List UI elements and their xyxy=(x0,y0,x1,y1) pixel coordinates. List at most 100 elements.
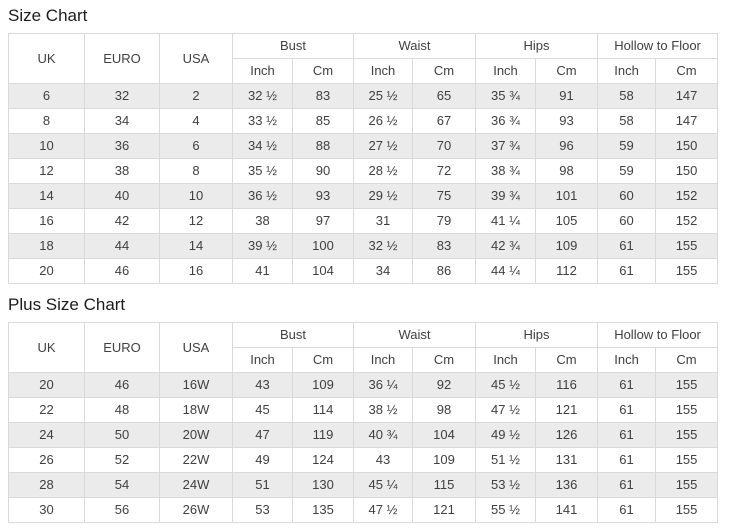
table-cell: 58 xyxy=(597,108,657,134)
col-header-waist-inch: Inch xyxy=(353,58,414,84)
table-cell: 96 xyxy=(535,133,599,159)
table-cell: 49 ½ xyxy=(475,422,537,448)
table-cell: 61 xyxy=(597,497,657,523)
table-cell: 20 xyxy=(8,372,85,398)
table-cell: 16W xyxy=(159,372,233,398)
table-cell: 101 xyxy=(535,183,599,209)
table-cell: 38 xyxy=(84,158,160,184)
size-chart-table: UK EURO USA Bust Waist Hips Hollow to Fl… xyxy=(8,33,719,284)
table-cell: 85 xyxy=(291,108,355,134)
col-header-hips-inch: Inch xyxy=(475,58,537,84)
table-cell: 2 xyxy=(159,83,233,109)
table-cell: 42 xyxy=(84,208,160,234)
table-cell: 98 xyxy=(535,158,599,184)
col-header-hips-inch: Inch xyxy=(475,347,537,373)
col-header-bust-inch: Inch xyxy=(232,58,293,84)
table-cell: 121 xyxy=(412,497,477,523)
table-cell: 8 xyxy=(8,108,85,134)
table-cell: 27 ½ xyxy=(353,133,414,159)
table-cell: 45 ¼ xyxy=(353,472,414,498)
table-cell: 61 xyxy=(597,372,657,398)
table-cell: 38 ¾ xyxy=(475,158,537,184)
table-cell: 83 xyxy=(291,83,355,109)
col-header-hips-cm: Cm xyxy=(535,58,599,84)
table-cell: 150 xyxy=(655,158,719,184)
table-cell: 18W xyxy=(159,397,233,423)
table-cell: 24W xyxy=(159,472,233,498)
table-cell: 45 xyxy=(232,397,293,423)
table-cell: 59 xyxy=(597,133,657,159)
plus-size-chart-body: 20 46 16W 43 109 36 ¼ 92 45 ½ 116 61 155 22 48 18W 45 1… xyxy=(8,372,719,523)
table-cell: 61 xyxy=(597,422,657,448)
table-cell: 18 xyxy=(8,233,85,259)
col-header-waist-inch: Inch xyxy=(353,347,414,373)
table-cell: 90 xyxy=(291,158,355,184)
col-header-bust-cm: Cm xyxy=(291,347,355,373)
table-cell: 32 xyxy=(84,83,160,109)
col-header-bust: Bust xyxy=(231,322,355,348)
table-cell: 35 ¾ xyxy=(475,83,537,109)
col-header-euro: EURO xyxy=(84,33,160,84)
table-cell: 16 xyxy=(159,258,233,284)
table-row: 10 36 6 34 ½ 88 27 ½ 70 37 ¾ 96 59 150 xyxy=(8,133,719,159)
table-cell: 152 xyxy=(655,208,719,234)
table-cell: 14 xyxy=(159,233,233,259)
table-cell: 30 xyxy=(8,497,85,523)
col-header-waist-cm: Cm xyxy=(412,347,477,373)
table-cell: 58 xyxy=(597,83,657,109)
table-cell: 115 xyxy=(412,472,477,498)
table-cell: 83 xyxy=(412,233,477,259)
col-header-usa: USA xyxy=(159,33,233,84)
table-cell: 93 xyxy=(291,183,355,209)
table-cell: 25 ½ xyxy=(353,83,414,109)
table-cell: 155 xyxy=(655,447,719,473)
table-cell: 46 xyxy=(84,372,160,398)
header-row-units: Inch Cm Inch Cm Inch Cm Inch Cm xyxy=(9,58,719,84)
table-cell: 32 ½ xyxy=(353,233,414,259)
table-cell: 155 xyxy=(655,233,719,259)
table-cell: 50 xyxy=(84,422,160,448)
table-cell: 116 xyxy=(535,372,599,398)
col-header-uk: UK xyxy=(8,322,85,373)
table-cell: 36 xyxy=(84,133,160,159)
table-cell: 53 ½ xyxy=(475,472,537,498)
table-cell: 131 xyxy=(535,447,599,473)
table-cell: 28 xyxy=(8,472,85,498)
table-cell: 51 xyxy=(232,472,293,498)
table-cell: 91 xyxy=(535,83,599,109)
table-cell: 72 xyxy=(412,158,477,184)
table-cell: 53 xyxy=(232,497,293,523)
table-cell: 119 xyxy=(291,422,355,448)
table-cell: 45 ½ xyxy=(475,372,537,398)
plus-size-chart-table: UK EURO USA Bust Waist Hips Hollow to Fl… xyxy=(8,322,719,523)
table-cell: 41 xyxy=(232,258,293,284)
table-cell: 29 ½ xyxy=(353,183,414,209)
table-cell: 52 xyxy=(84,447,160,473)
table-cell: 6 xyxy=(159,133,233,159)
table-cell: 65 xyxy=(412,83,477,109)
table-row: 30 56 26W 53 135 47 ½ 121 55 ½ 141 61 155 xyxy=(8,497,719,523)
col-header-hips: Hips xyxy=(475,322,599,348)
table-row: 14 40 10 36 ½ 93 29 ½ 75 39 ¾ 101 60 152 xyxy=(8,183,719,209)
table-cell: 38 xyxy=(232,208,293,234)
table-cell: 155 xyxy=(655,372,719,398)
table-row: 12 38 8 35 ½ 90 28 ½ 72 38 ¾ 98 59 150 xyxy=(8,158,719,184)
table-cell: 147 xyxy=(655,108,719,134)
table-cell: 43 xyxy=(353,447,414,473)
table-cell: 135 xyxy=(291,497,355,523)
plus-size-chart-header: UK EURO USA Bust Waist Hips Hollow to Fl… xyxy=(8,322,719,373)
table-cell: 12 xyxy=(159,208,233,234)
table-cell: 67 xyxy=(412,108,477,134)
table-cell: 22W xyxy=(159,447,233,473)
table-cell: 38 ½ xyxy=(353,397,414,423)
col-header-bust-inch: Inch xyxy=(232,347,293,373)
table-cell: 155 xyxy=(655,422,719,448)
table-row: 28 54 24W 51 130 45 ¼ 115 53 ½ 136 61 155 xyxy=(8,472,719,498)
table-row: 20 46 16W 43 109 36 ¼ 92 45 ½ 116 61 155 xyxy=(8,372,719,398)
table-cell: 42 ¾ xyxy=(475,233,537,259)
table-cell: 147 xyxy=(655,83,719,109)
table-cell: 141 xyxy=(535,497,599,523)
table-cell: 36 ½ xyxy=(232,183,293,209)
col-header-htf-cm: Cm xyxy=(655,58,719,84)
col-header-htf-inch: Inch xyxy=(597,347,657,373)
